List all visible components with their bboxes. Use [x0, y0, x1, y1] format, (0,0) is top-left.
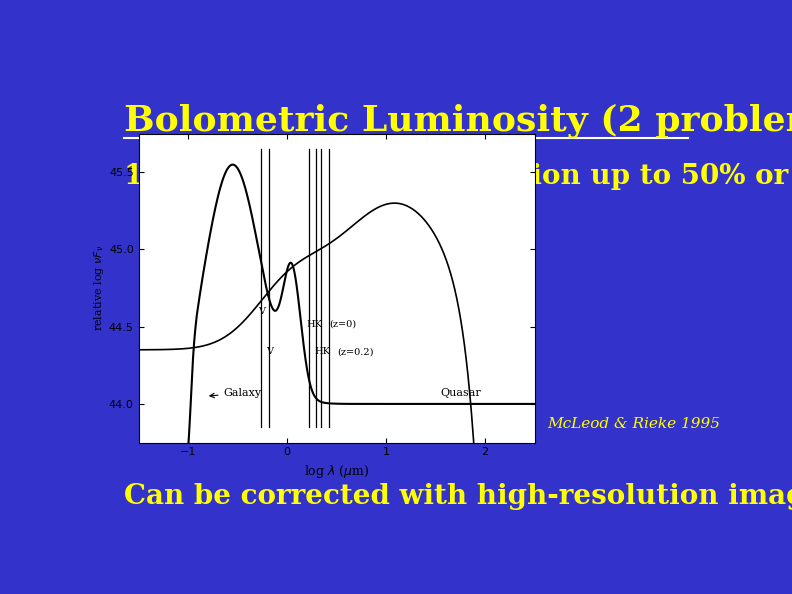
Text: V: V	[258, 307, 265, 317]
Text: Bolometric Luminosity (2 problems): Bolometric Luminosity (2 problems)	[124, 103, 792, 138]
Text: Can be corrected with high-resolution imaging of host galaxies.: Can be corrected with high-resolution im…	[124, 483, 792, 510]
Text: (z=0.2): (z=0.2)	[337, 347, 373, 356]
X-axis label: log $\lambda$ ($\mu$m): log $\lambda$ ($\mu$m)	[304, 463, 369, 480]
Text: V: V	[266, 347, 272, 356]
Text: HK: HK	[314, 347, 330, 356]
Text: HK: HK	[307, 320, 323, 328]
Text: Quasar: Quasar	[440, 388, 481, 398]
Text: McLeod & Rieke 1995: McLeod & Rieke 1995	[547, 416, 720, 431]
Text: 1. Host galaxy contamination up to 50% or more in near-IR: 1. Host galaxy contamination up to 50% o…	[124, 163, 792, 189]
Text: Galaxy: Galaxy	[210, 388, 261, 398]
Text: (z=0): (z=0)	[329, 320, 356, 328]
Y-axis label: relative log $\nu F_\nu$: relative log $\nu F_\nu$	[92, 245, 106, 331]
